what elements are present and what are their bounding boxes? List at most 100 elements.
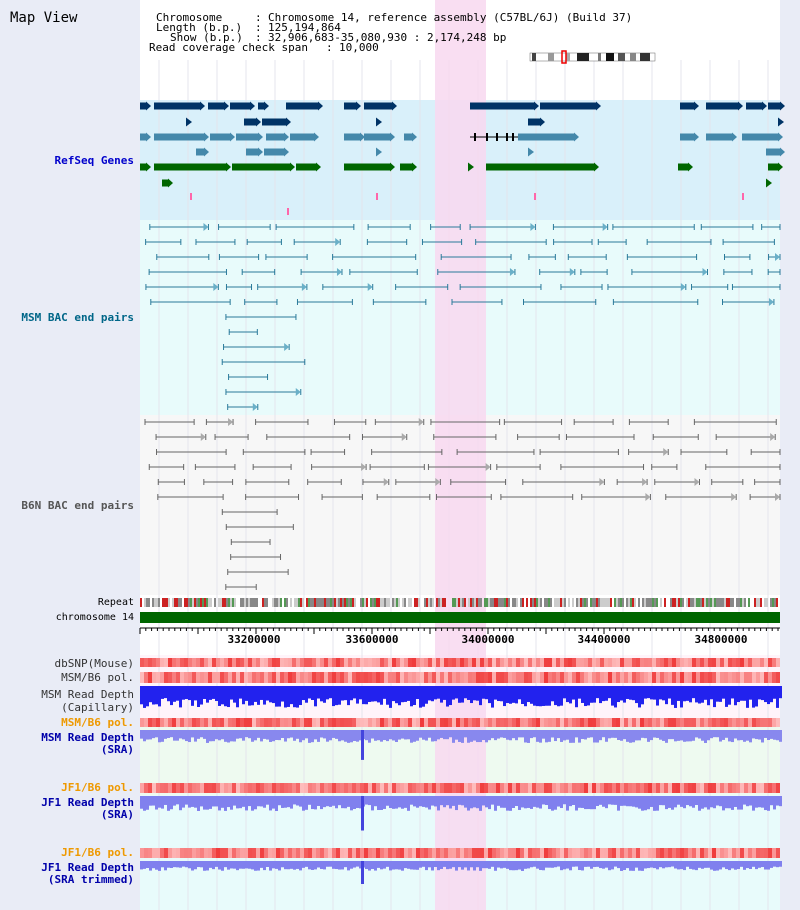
heat-cell <box>444 783 448 793</box>
heat-cell <box>464 783 468 793</box>
heat-cell <box>300 718 304 727</box>
depth-bar <box>254 861 257 871</box>
heat-cell <box>560 658 564 667</box>
heat-cell <box>236 658 240 667</box>
depth-bar <box>200 861 203 868</box>
depth-bar <box>542 796 545 805</box>
depth-bar <box>644 686 647 699</box>
heat-cell <box>328 718 332 727</box>
repeat-bar <box>338 598 340 607</box>
heat-cell <box>192 848 196 858</box>
depth-bar <box>446 861 449 870</box>
depth-bar <box>362 686 365 705</box>
repeat-bar <box>370 598 372 607</box>
repeat-bar <box>738 598 740 607</box>
bac-marker <box>770 433 776 441</box>
heat-cell <box>704 658 708 667</box>
heat-cell <box>764 718 768 727</box>
depth-bar <box>416 686 419 700</box>
depth-bar <box>512 686 515 703</box>
heat-cell <box>552 718 556 727</box>
heat-cell <box>548 718 552 727</box>
depth-bar <box>437 686 440 699</box>
heat-cell <box>184 672 188 683</box>
heat-cell <box>472 658 476 667</box>
repeat-bar <box>648 598 650 607</box>
repeat-bar <box>152 598 154 607</box>
chromosome-label: Chromosome <box>156 11 223 24</box>
repeat-bar <box>294 598 296 607</box>
heat-cell <box>620 672 624 683</box>
heat-cell <box>416 672 420 683</box>
repeat-bar <box>614 598 616 607</box>
depth-bar <box>206 796 209 810</box>
depth-bar <box>461 796 464 806</box>
heat-cell <box>320 672 324 683</box>
track-label-refseq[interactable]: RefSeq Genes <box>54 154 134 167</box>
heat-cell <box>192 718 196 727</box>
heat-cell <box>252 672 256 683</box>
heat-cell <box>772 848 776 858</box>
depth-bar <box>467 686 470 700</box>
heat-cell <box>452 658 456 667</box>
heat-cell <box>260 658 264 667</box>
heat-cell <box>236 848 240 858</box>
repeat-bar <box>352 598 354 607</box>
repeat-bar <box>476 598 478 607</box>
depth-bar <box>635 730 638 741</box>
repeat-bar <box>530 598 532 607</box>
depth-bar <box>194 796 197 808</box>
heat-cell <box>172 783 176 793</box>
depth-bar <box>545 796 548 806</box>
depth-bar <box>155 796 158 810</box>
repeat-bar <box>372 598 374 607</box>
heat-cell <box>444 672 448 683</box>
repeat-bar <box>168 598 170 607</box>
heat-cell <box>304 718 308 727</box>
depth-bar <box>629 796 632 807</box>
depth-bar <box>308 686 311 699</box>
depth-bar <box>311 861 314 870</box>
heat-cell <box>284 718 288 727</box>
repeat-bar <box>582 598 584 607</box>
depth-bar <box>344 861 347 868</box>
depth-bar <box>224 796 227 811</box>
heat-cell <box>424 718 428 727</box>
depth-bar <box>500 686 503 702</box>
heat-cell <box>232 718 236 727</box>
depth-bar <box>467 861 470 871</box>
repeat-bar <box>720 598 722 607</box>
heat-cell <box>512 848 516 858</box>
depth-bar <box>308 861 311 870</box>
track-label-jf1-depth-trim-2: (SRA trimmed) <box>47 873 134 886</box>
depth-bar <box>272 686 275 704</box>
depth-bar <box>176 730 179 741</box>
heat-cell <box>588 718 592 727</box>
heat-cell <box>332 783 336 793</box>
heat-cell <box>180 718 184 727</box>
gene-block <box>706 102 738 110</box>
depth-bar <box>542 730 545 739</box>
heat-cell <box>760 718 764 727</box>
track-label-msm-bac[interactable]: MSM BAC end pairs <box>21 311 134 324</box>
depth-bar <box>305 686 308 703</box>
track-label-b6n-bac[interactable]: B6N BAC end pairs <box>21 499 134 512</box>
depth-bar <box>338 686 341 705</box>
heat-cell <box>296 718 300 727</box>
depth-bar <box>140 861 143 870</box>
repeat-bar <box>392 598 394 607</box>
depth-bar <box>611 796 614 805</box>
heat-cell <box>204 783 208 793</box>
heat-cell <box>424 672 428 683</box>
depth-bar <box>434 861 437 868</box>
depth-bar <box>167 861 170 868</box>
depth-bar <box>164 730 167 739</box>
repeat-bar <box>526 598 528 607</box>
depth-bar <box>572 861 575 867</box>
heat-cell <box>340 658 344 667</box>
depth-bar <box>650 686 653 700</box>
gene-arrow <box>688 162 693 172</box>
ideogram-band <box>577 53 589 61</box>
heat-cell <box>392 672 396 683</box>
